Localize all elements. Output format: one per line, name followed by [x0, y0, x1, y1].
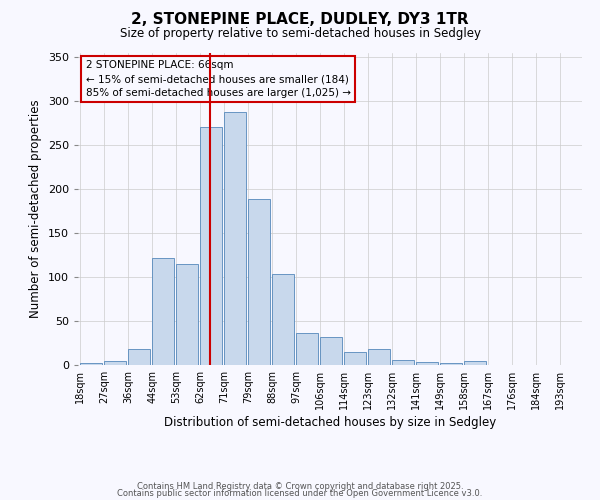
Bar — [344, 352, 366, 365]
Bar — [272, 274, 294, 365]
Bar — [152, 258, 174, 365]
Bar — [320, 337, 342, 365]
Y-axis label: Number of semi-detached properties: Number of semi-detached properties — [29, 100, 42, 318]
Bar — [416, 362, 438, 365]
Text: 2, STONEPINE PLACE, DUDLEY, DY3 1TR: 2, STONEPINE PLACE, DUDLEY, DY3 1TR — [131, 12, 469, 28]
Bar — [440, 363, 462, 365]
Text: Size of property relative to semi-detached houses in Sedgley: Size of property relative to semi-detach… — [119, 28, 481, 40]
Text: Contains public sector information licensed under the Open Government Licence v3: Contains public sector information licen… — [118, 489, 482, 498]
Bar — [200, 128, 222, 365]
Bar — [464, 362, 486, 365]
Bar — [104, 360, 126, 365]
Bar — [80, 363, 102, 365]
Bar — [248, 198, 270, 365]
Bar — [128, 349, 150, 365]
X-axis label: Distribution of semi-detached houses by size in Sedgley: Distribution of semi-detached houses by … — [164, 416, 496, 429]
Bar — [368, 349, 390, 365]
Bar — [224, 112, 246, 365]
Text: Contains HM Land Registry data © Crown copyright and database right 2025.: Contains HM Land Registry data © Crown c… — [137, 482, 463, 491]
Bar — [176, 264, 198, 365]
Bar — [392, 360, 414, 365]
Bar — [296, 334, 318, 365]
Text: 2 STONEPINE PLACE: 66sqm
← 15% of semi-detached houses are smaller (184)
85% of : 2 STONEPINE PLACE: 66sqm ← 15% of semi-d… — [86, 60, 350, 98]
